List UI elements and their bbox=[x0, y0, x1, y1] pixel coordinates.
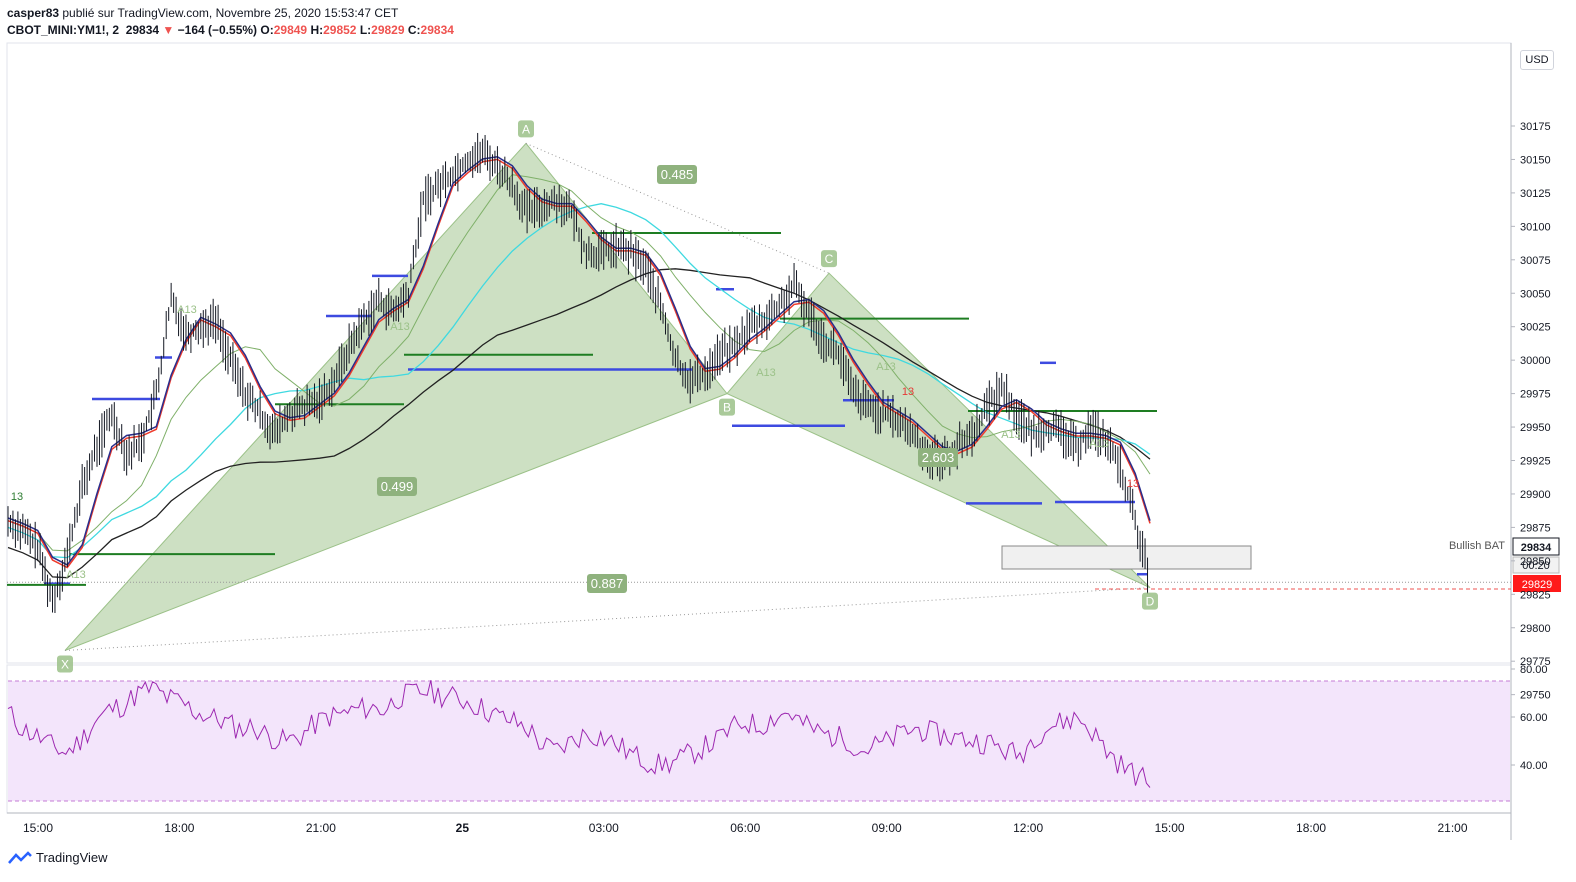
signal-annotation: A13 bbox=[756, 367, 776, 379]
countdown-tag bbox=[1512, 556, 1560, 574]
rsi-tick-label: 60.00 bbox=[1520, 712, 1548, 724]
moving-average-black bbox=[7, 268, 1151, 579]
price-tick-label: 29825 bbox=[1520, 589, 1551, 601]
last-price-tag bbox=[1512, 537, 1560, 556]
publish-line: casper83 publié sur TradingView.com, Nov… bbox=[7, 6, 398, 20]
close-value: 29834 bbox=[420, 23, 454, 37]
pattern-point-label: X bbox=[61, 657, 69, 671]
publish-text: publié sur TradingView.com, Novembre 25,… bbox=[59, 6, 399, 20]
author-name[interactable]: casper83 bbox=[7, 6, 60, 20]
price-tick-label: 29875 bbox=[1520, 522, 1551, 534]
price-tick-label: 29900 bbox=[1520, 489, 1551, 501]
price-tick-label: 29800 bbox=[1520, 623, 1551, 635]
time-tick-label: 12:00 bbox=[1013, 821, 1043, 835]
price-tick-label: 29925 bbox=[1520, 456, 1551, 468]
symbol-name[interactable]: CBOT_MINI:YM1!, 2 bbox=[7, 23, 120, 37]
price-tick-label: 29850 bbox=[1520, 556, 1551, 568]
price-change: −164 (−0.55%) bbox=[177, 23, 258, 37]
rsi-tick-label: 40.00 bbox=[1520, 760, 1548, 772]
pattern-point-label: A bbox=[522, 122, 530, 136]
close-label: C: bbox=[407, 23, 421, 37]
signal-annotation: A13 bbox=[177, 304, 197, 316]
signal-annotation: A13 bbox=[876, 361, 896, 373]
currency-button[interactable]: USD bbox=[1520, 50, 1554, 70]
open-label: O: bbox=[260, 23, 274, 37]
pattern-point-badge bbox=[1142, 592, 1158, 610]
time-tick-label: 09:00 bbox=[872, 821, 902, 835]
pattern-bcd-triangle bbox=[726, 272, 1151, 589]
pattern-ratio-label: 0.887 bbox=[591, 576, 624, 591]
price-tick-label: 30050 bbox=[1520, 288, 1551, 300]
pattern-point-badge bbox=[719, 398, 735, 416]
price-tick-label: 30025 bbox=[1520, 322, 1551, 334]
pattern-ratio-badge bbox=[918, 448, 958, 467]
last-price-tag-text: 29834 bbox=[1521, 542, 1552, 554]
change-arrow-icon: ▼ bbox=[162, 23, 175, 37]
price-tick-label: 29750 bbox=[1520, 690, 1551, 702]
time-tick-label: 03:00 bbox=[589, 821, 619, 835]
rsi-tick-label: 80.00 bbox=[1520, 664, 1548, 676]
signal-annotation: A13 bbox=[66, 569, 86, 581]
price-tick-label: 30150 bbox=[1520, 154, 1551, 166]
pattern-point-label: D bbox=[1146, 595, 1155, 609]
signal-annotation: A13 bbox=[1001, 429, 1021, 441]
price-tick-label: 30100 bbox=[1520, 221, 1551, 233]
pattern-xab-triangle bbox=[64, 142, 728, 651]
signal-annotation: A13 bbox=[390, 321, 410, 333]
low-price-tag bbox=[1513, 575, 1561, 592]
time-tick-label: 25 bbox=[456, 821, 470, 835]
pattern-ratio-badge bbox=[657, 165, 697, 184]
signal-annotation: 13 bbox=[1127, 478, 1139, 490]
price-tick-label: 30075 bbox=[1520, 255, 1551, 267]
pattern-ratio-badge bbox=[377, 477, 417, 496]
time-tick-label: 18:00 bbox=[164, 821, 194, 835]
pattern-ratio-label: 2.603 bbox=[922, 450, 955, 465]
pattern-point-label: B bbox=[723, 401, 731, 415]
brand-name: TradingView bbox=[36, 850, 108, 865]
rsi-band bbox=[8, 681, 1510, 801]
time-tick-label: 21:00 bbox=[306, 821, 336, 835]
low-price-tag-text: 29829 bbox=[1522, 579, 1553, 591]
pattern-ratio-badge bbox=[587, 574, 627, 593]
pattern-point-label: C bbox=[825, 252, 834, 266]
pattern-ratio-label: 0.499 bbox=[381, 479, 414, 494]
price-tick-label: 29775 bbox=[1520, 656, 1551, 668]
pattern-ac-guide bbox=[525, 142, 830, 274]
time-tick-label: 15:00 bbox=[1155, 821, 1185, 835]
rsi-line bbox=[7, 680, 1151, 788]
symbol-line: CBOT_MINI:YM1!, 2 29834 ▼ −164 (−0.55%) … bbox=[7, 23, 454, 37]
price-tick-label: 30125 bbox=[1520, 188, 1551, 200]
last-price: 29834 bbox=[125, 23, 160, 37]
time-tick-label: 18:00 bbox=[1296, 821, 1326, 835]
low-value: 29829 bbox=[371, 23, 405, 37]
pattern-point-badge bbox=[821, 250, 837, 268]
time-tick-label: 15:00 bbox=[23, 821, 53, 835]
price-tick-label: 29950 bbox=[1520, 422, 1551, 434]
pattern-xd-guide bbox=[64, 587, 1151, 651]
open-value: 29849 bbox=[273, 23, 308, 37]
signal-annotation: A13 bbox=[1089, 438, 1109, 450]
time-tick-label: 06:00 bbox=[730, 821, 760, 835]
pattern-point-badge bbox=[57, 655, 73, 673]
low-label: L: bbox=[359, 23, 372, 37]
tradingview-footer[interactable]: TradingView bbox=[8, 850, 108, 865]
pattern-point-badge bbox=[518, 120, 534, 138]
price-tick-label: 29975 bbox=[1520, 389, 1551, 401]
signal-annotation: 13 bbox=[902, 386, 914, 398]
countdown-tag-text: 00:20 bbox=[1522, 560, 1550, 572]
price-tick-label: 30000 bbox=[1520, 355, 1551, 367]
high-label: H: bbox=[310, 23, 324, 37]
moving-average-cyan bbox=[7, 203, 1151, 559]
high-value: 29852 bbox=[323, 23, 357, 37]
target-zone-box bbox=[1001, 545, 1252, 570]
pattern-ratio-label: 0.485 bbox=[661, 167, 694, 182]
tradingview-logo-icon bbox=[8, 850, 32, 864]
signal-annotation: 13 bbox=[11, 491, 23, 503]
pattern-name-label: Bullish BAT bbox=[1449, 540, 1505, 552]
price-tick-label: 30175 bbox=[1520, 121, 1551, 133]
time-tick-label: 21:00 bbox=[1437, 821, 1467, 835]
